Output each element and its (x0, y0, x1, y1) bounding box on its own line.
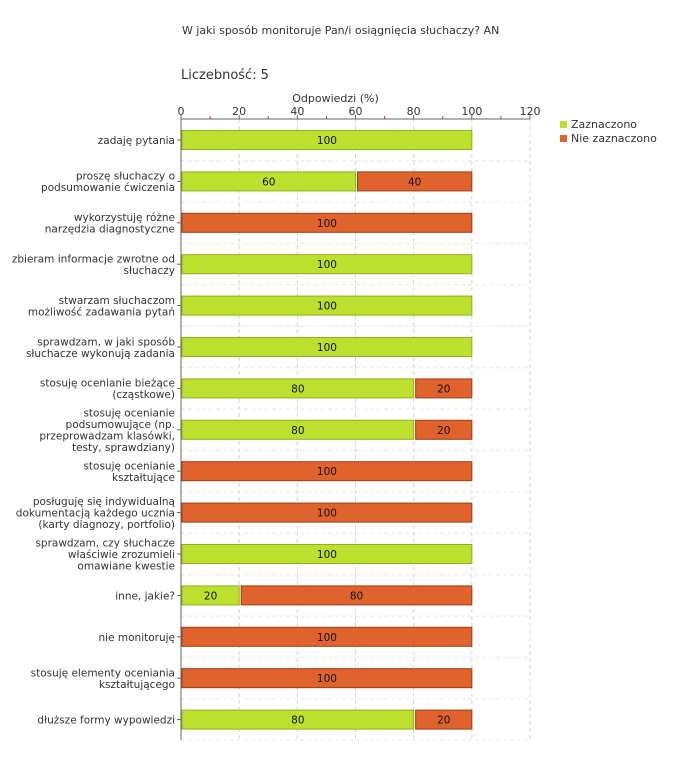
category-label: przeprowadzam klasówki, (39, 431, 175, 443)
x-tick-label: 40 (290, 105, 304, 118)
category-label: narzędzia diagnostyczne (45, 224, 175, 236)
bar-segment (181, 626, 473, 647)
category-label: posługuję się indywidualną (33, 496, 175, 508)
sample-size: Liczebność: 5 (181, 68, 273, 83)
category-label: podsumowanie ćwiczenia (41, 182, 175, 194)
bar-segment (181, 212, 473, 233)
x-tick-label: 120 (520, 105, 541, 118)
category-label: słuchaczy (124, 265, 175, 277)
legend-item-unchecked: Nie zaznaczono (560, 131, 657, 145)
category-label: stosuję ocenianie (83, 460, 175, 472)
sample-size-label: Liczebność: (181, 68, 257, 83)
bar-value-label: 100 (317, 466, 337, 478)
category-label: stosuję ocenianie bieżące (40, 378, 175, 390)
x-tick-label: 80 (407, 105, 421, 118)
bar-value-label: 20 (437, 383, 450, 395)
category-label: omawiane kwestie (77, 561, 175, 573)
bar-segment (181, 585, 240, 606)
category-label: dokumentacją każdego ucznia (16, 508, 175, 520)
bar-segment (181, 709, 415, 730)
bar-segment (181, 544, 473, 564)
category-label: możliwość zadawania pytań (28, 306, 175, 318)
bar-value-label: 60 (262, 176, 275, 188)
bar-value-label: 20 (437, 425, 450, 437)
x-axis-title: Odpowiedzi (%) (292, 92, 379, 105)
legend-swatch-unchecked (560, 134, 567, 142)
category-label: stwarzam słuchaczom (59, 295, 175, 307)
category-label: (karty diagnozy, portfolio) (38, 519, 175, 531)
bar-value-label: 100 (317, 218, 337, 230)
bar-segment (415, 419, 473, 440)
bar-value-label: 100 (317, 301, 337, 313)
category-label: testy, sprawdziany) (72, 442, 175, 454)
legend-item-checked: Zaznaczono (560, 117, 657, 131)
bar-segment (181, 461, 473, 482)
category-label: kształtujące (112, 472, 175, 484)
category-label: stosuję ocenianie (83, 408, 175, 420)
bar-segment (415, 378, 473, 399)
bar-segment (181, 378, 415, 399)
bar-value-label: 100 (317, 259, 337, 271)
bar-segment (181, 295, 473, 316)
bar-segment (240, 585, 473, 606)
category-label: dłuższe formy wypowiedzi (37, 715, 175, 727)
chart-title: W jaki sposób monitoruje Pan/i osiągnięc… (182, 24, 500, 37)
category-label: zbieram informacje zwrotne od (12, 253, 175, 265)
category-label: zadaję pytania (98, 135, 175, 147)
legend-label-unchecked: Nie zaznaczono (571, 131, 657, 145)
bar-value-label: 20 (204, 590, 217, 602)
bar-value-label: 100 (317, 673, 337, 685)
category-label: podsumowujące (np. (66, 419, 175, 431)
bar-value-label: 100 (317, 632, 337, 644)
bar-segment (181, 130, 473, 150)
category-label: nie monitoruję (99, 632, 175, 644)
bar-value-label: 80 (350, 590, 363, 602)
x-tick-label: 100 (461, 105, 482, 118)
x-tick-label: 20 (232, 105, 246, 118)
bar-value-label: 100 (317, 508, 337, 520)
category-label: (cząstkowe) (112, 389, 175, 401)
bar-value-label: 20 (437, 715, 450, 727)
legend-label-checked: Zaznaczono (571, 117, 638, 131)
bar-segment (181, 254, 473, 275)
legend: Zaznaczono Nie zaznaczono (560, 117, 657, 145)
bar-value-label: 40 (408, 176, 421, 188)
bar-segment (415, 709, 473, 730)
bar-value-label: 100 (317, 135, 337, 147)
bar-segment (181, 502, 473, 523)
bar-segment (181, 337, 473, 357)
bar-segment (181, 419, 415, 440)
bar-value-label: 80 (291, 425, 304, 437)
x-tick-label: 0 (178, 105, 185, 118)
bar-value-label: 80 (291, 715, 304, 727)
bar-value-label: 80 (291, 383, 304, 395)
x-tick-label: 60 (349, 105, 363, 118)
category-label: właściwie zrozumieli (68, 549, 175, 561)
bar-value-label: 100 (317, 342, 337, 354)
category-label: sprawdzam, w jaki sposób (37, 336, 175, 348)
bar-segment (181, 171, 356, 192)
bar-value-label: 100 (317, 549, 337, 561)
category-label: słuchacze wykonują zadania (26, 348, 175, 360)
bar-segment (181, 668, 473, 689)
category-label: wykorzystuję różne (74, 212, 175, 224)
category-label: proszę słuchaczy o (76, 171, 175, 183)
category-label: inne, jakie? (115, 590, 175, 602)
sample-size-value: 5 (260, 68, 269, 83)
bar-segment (357, 171, 473, 192)
category-label: sprawdzam, czy słuchacze (35, 538, 175, 550)
legend-swatch-checked (560, 120, 567, 128)
category-label: stosuję elementy oceniania (31, 667, 175, 679)
category-label: kształtującego (99, 679, 175, 691)
